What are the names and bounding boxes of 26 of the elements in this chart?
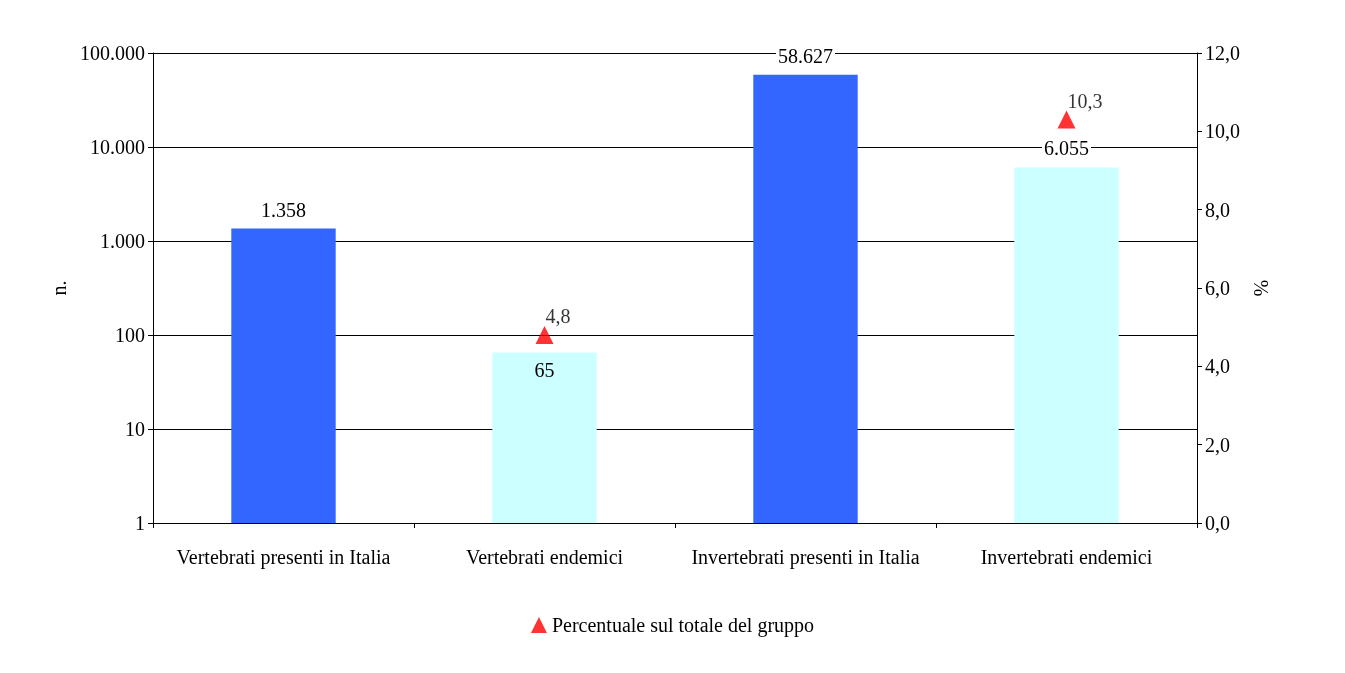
y2-tick-label: 2,0: [1205, 433, 1230, 456]
y-tick-label: 10: [125, 418, 145, 440]
y2-tick-label: 4,0: [1205, 355, 1230, 378]
data-label: 10,3: [1067, 89, 1103, 112]
legend-label: Percentuale sul totale del gruppo: [551, 614, 815, 637]
data-label: 4,8: [545, 305, 571, 327]
y2-axis-title: %: [1249, 279, 1272, 297]
y2-tick-label: 12,0: [1205, 42, 1240, 64]
y2-tick-label: 0,0: [1205, 512, 1230, 534]
x-tick-label: Vertebrati endemici: [465, 546, 624, 568]
y2-tick-label: 6,0: [1205, 277, 1230, 299]
y-tick-label: 1.000: [100, 230, 145, 252]
data-label: 58.627: [778, 44, 833, 67]
y-tick-label: 1: [135, 512, 145, 534]
data-label: 1.358: [261, 198, 306, 221]
data-label: 65: [534, 358, 555, 381]
y2-tick-label: 8,0: [1205, 198, 1230, 221]
y-tick-label: 10.000: [90, 136, 145, 158]
data-label: 6.055: [1044, 137, 1089, 160]
y-axis-title: n.: [48, 280, 71, 296]
y2-tick-label: 10,0: [1205, 120, 1240, 143]
x-tick-label: Invertebrati presenti in Italia: [691, 546, 920, 569]
x-tick-label: Vertebrati presenti in Italia: [176, 546, 391, 569]
y-tick-label: 100: [115, 324, 145, 346]
y-tick-label: 100.000: [80, 42, 145, 64]
x-tick-label: Invertebrati endemici: [980, 546, 1153, 568]
